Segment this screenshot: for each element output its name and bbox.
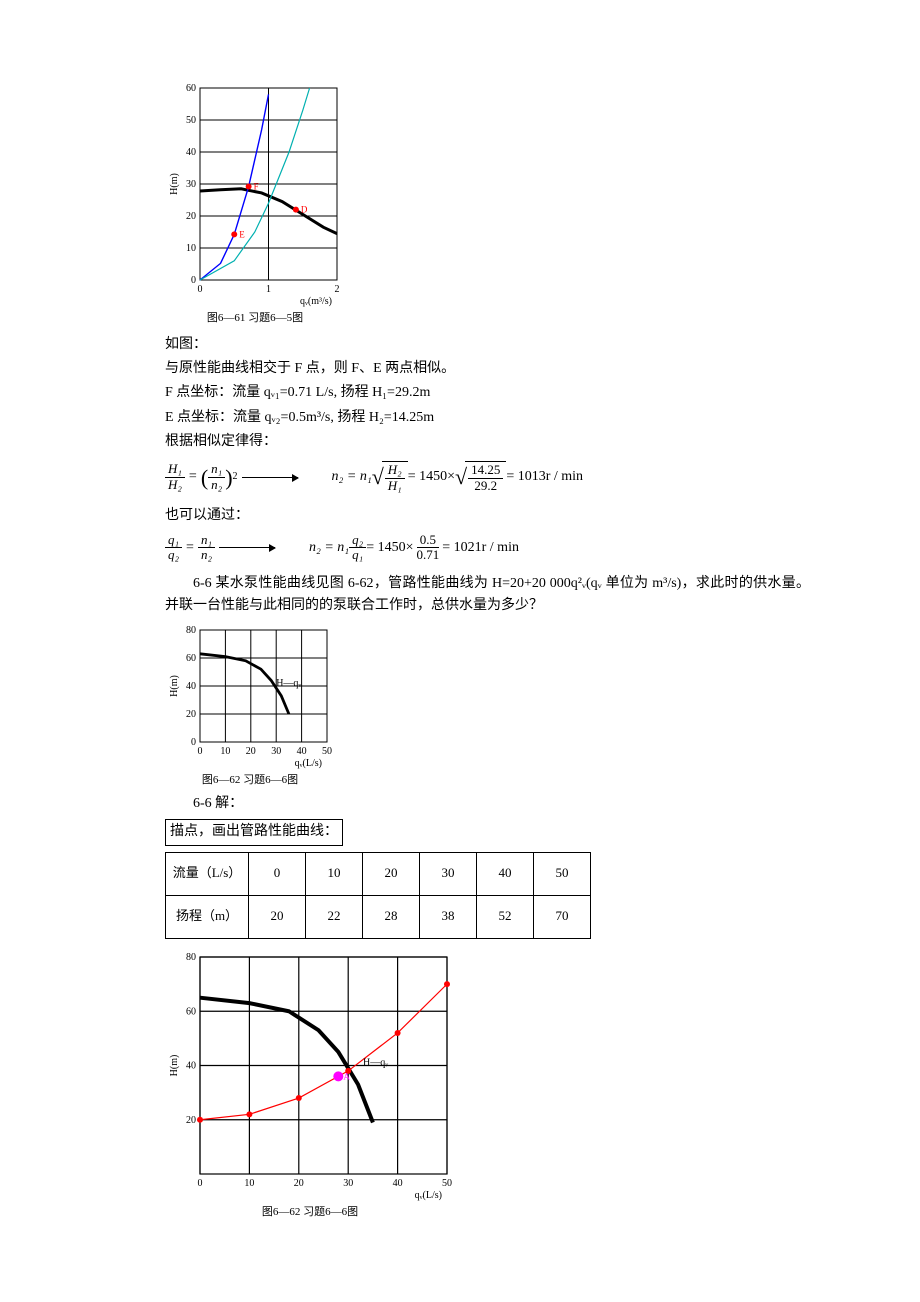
svg-text:30: 30 xyxy=(271,746,281,757)
text-intersect: 与原性能曲线相交于 F 点，则 F、E 两点相似。 xyxy=(165,358,810,380)
svg-text:10: 10 xyxy=(244,1178,254,1189)
text-also: 也可以通过： xyxy=(165,505,810,527)
svg-text:qᵥ(L/s): qᵥ(L/s) xyxy=(415,1190,442,1201)
svg-text:0: 0 xyxy=(191,275,196,286)
svg-text:F: F xyxy=(254,182,259,192)
svg-text:60: 60 xyxy=(186,653,196,664)
svg-text:20: 20 xyxy=(186,211,196,222)
solution-6-6: 6-6 解： xyxy=(165,793,810,815)
row2-header: 扬程（m） xyxy=(166,895,249,938)
svg-text:H—qᵥ: H—qᵥ xyxy=(363,1057,388,1068)
text-F: F 点坐标：流量 qᵥ₁=0.71 L/s, 扬程 H₁=29.2m xyxy=(165,382,810,404)
svg-text:20: 20 xyxy=(246,746,256,757)
svg-text:10: 10 xyxy=(186,243,196,254)
svg-text:40: 40 xyxy=(393,1178,403,1189)
figure-6-61: 0120102030405060qᵥ(m³/s)H(m)FED 图6—61 习题… xyxy=(165,80,810,328)
svg-text:1: 1 xyxy=(266,284,271,295)
svg-text:60: 60 xyxy=(186,83,196,94)
svg-text:E: E xyxy=(239,229,245,239)
table-row: 流量（L/s） 0 10 20 30 40 50 xyxy=(166,852,591,895)
svg-text:qᵥ(L/s): qᵥ(L/s) xyxy=(295,758,322,769)
svg-text:2: 2 xyxy=(335,284,340,295)
text-draw: 描点，画出管路性能曲线： xyxy=(165,819,343,845)
table-row: 扬程（m） 20 22 28 38 52 70 xyxy=(166,895,591,938)
svg-text:40: 40 xyxy=(186,1060,196,1071)
svg-text:A: A xyxy=(343,1071,350,1081)
svg-text:80: 80 xyxy=(186,625,196,636)
svg-text:40: 40 xyxy=(297,746,307,757)
svg-text:H(m): H(m) xyxy=(169,1055,180,1077)
svg-text:0: 0 xyxy=(198,746,203,757)
svg-text:50: 50 xyxy=(442,1178,452,1189)
fig1-caption: 图6—61 习题6—5图 xyxy=(165,310,345,328)
svg-text:20: 20 xyxy=(294,1178,304,1189)
svg-text:50: 50 xyxy=(186,115,196,126)
fig3-caption: 图6—62 习题6—6图 xyxy=(165,1204,455,1222)
svg-text:H(m): H(m) xyxy=(169,675,180,697)
arrow-icon xyxy=(242,477,298,478)
text-E: E 点坐标：流量 qᵥ₂=0.5m³/s, 扬程 H₂=14.25m xyxy=(165,407,810,429)
figure-6-62-large: 0 10 20 30 40 50 20 40 60 80 qᵥ(L/s) H(m) A H—qᵥ 图6—6… xyxy=(165,949,810,1222)
svg-text:30: 30 xyxy=(343,1178,353,1189)
row1-header: 流量（L/s） xyxy=(166,852,249,895)
svg-text:60: 60 xyxy=(186,1006,196,1017)
text-similar: 根据相似定律得： xyxy=(165,431,810,453)
text-rutu: 如图： xyxy=(165,334,810,356)
figure-6-62-small: 0 10 20 30 40 50 0 20 40 60 80 qᵥ(L/s) H(m) H—qᵥ 图6—6… xyxy=(165,622,810,790)
svg-text:qᵥ(m³/s): qᵥ(m³/s) xyxy=(300,296,332,307)
equation-1: H₁H₂ = ( n₁n₂ )2 n₂ = n₁ √ H₂H₁ = 1450× … xyxy=(165,460,810,495)
svg-text:30: 30 xyxy=(186,179,196,190)
svg-text:20: 20 xyxy=(186,709,196,720)
svg-text:H—qᵥ: H—qᵥ xyxy=(276,678,301,689)
equation-2: q₁q₂ = n₁n₂ n₂ = n₁ q₂q₁ = 1450× 0.50.71… xyxy=(165,533,810,563)
problem-6-6: 6-6 某水泵性能曲线见图 6-62，管路性能曲线为 H=20+20 000q²… xyxy=(165,573,810,618)
svg-text:0: 0 xyxy=(191,737,196,748)
svg-text:10: 10 xyxy=(220,746,230,757)
fig2-caption: 图6—62 习题6—6图 xyxy=(165,772,335,790)
svg-text:D: D xyxy=(301,205,308,215)
svg-text:0: 0 xyxy=(198,284,203,295)
svg-text:40: 40 xyxy=(186,681,196,692)
arrow-icon xyxy=(219,547,275,548)
svg-text:0: 0 xyxy=(198,1178,203,1189)
svg-text:50: 50 xyxy=(322,746,332,757)
svg-text:40: 40 xyxy=(186,147,196,158)
data-table: 流量（L/s） 0 10 20 30 40 50 扬程（m） 20 22 28 … xyxy=(165,852,591,939)
svg-text:H(m): H(m) xyxy=(169,173,180,195)
svg-text:20: 20 xyxy=(186,1115,196,1126)
svg-text:80: 80 xyxy=(186,952,196,963)
